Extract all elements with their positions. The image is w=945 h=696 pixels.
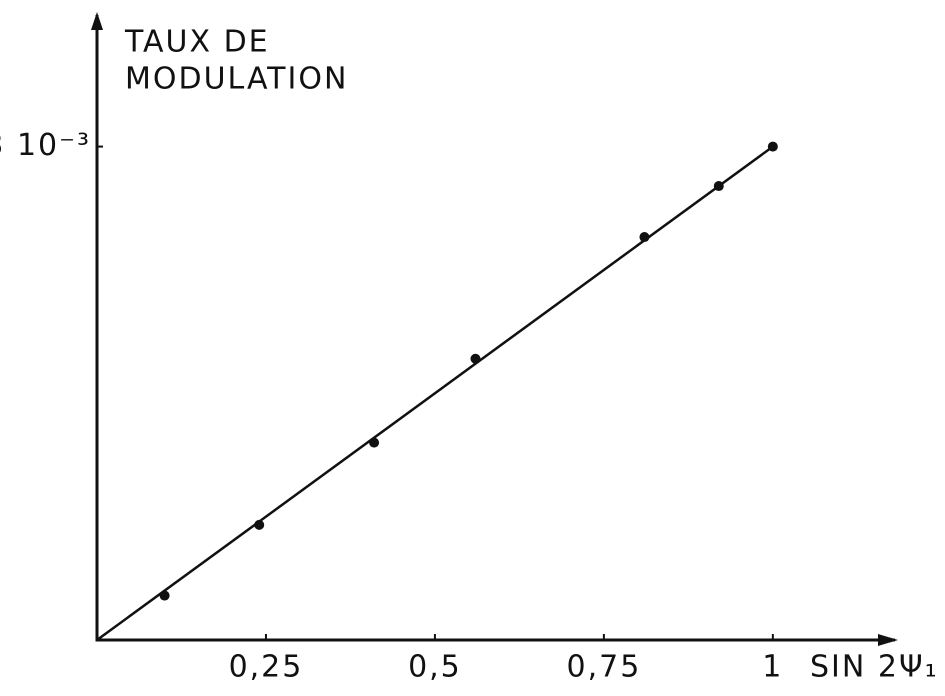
x-axis-label: SIN 2Ψ₁ xyxy=(810,650,939,685)
point xyxy=(470,353,481,364)
x-tick-label: 1 xyxy=(762,650,783,685)
point xyxy=(767,141,778,152)
point xyxy=(713,181,724,192)
axes xyxy=(95,15,895,642)
point xyxy=(254,519,265,530)
point xyxy=(639,232,650,243)
x-tick-label: 0,75 xyxy=(566,650,641,685)
point xyxy=(369,437,380,448)
x-tick-label: 0,25 xyxy=(229,650,304,685)
x-tick-label: 0,5 xyxy=(408,650,462,685)
y-tick-label: 3 10⁻³ xyxy=(0,128,91,163)
y-axis-label: TAUX DE xyxy=(124,25,270,60)
fit-line xyxy=(96,145,774,642)
point xyxy=(159,590,170,601)
y-axis-label: MODULATION xyxy=(125,62,348,97)
axis-arrows xyxy=(91,12,898,646)
